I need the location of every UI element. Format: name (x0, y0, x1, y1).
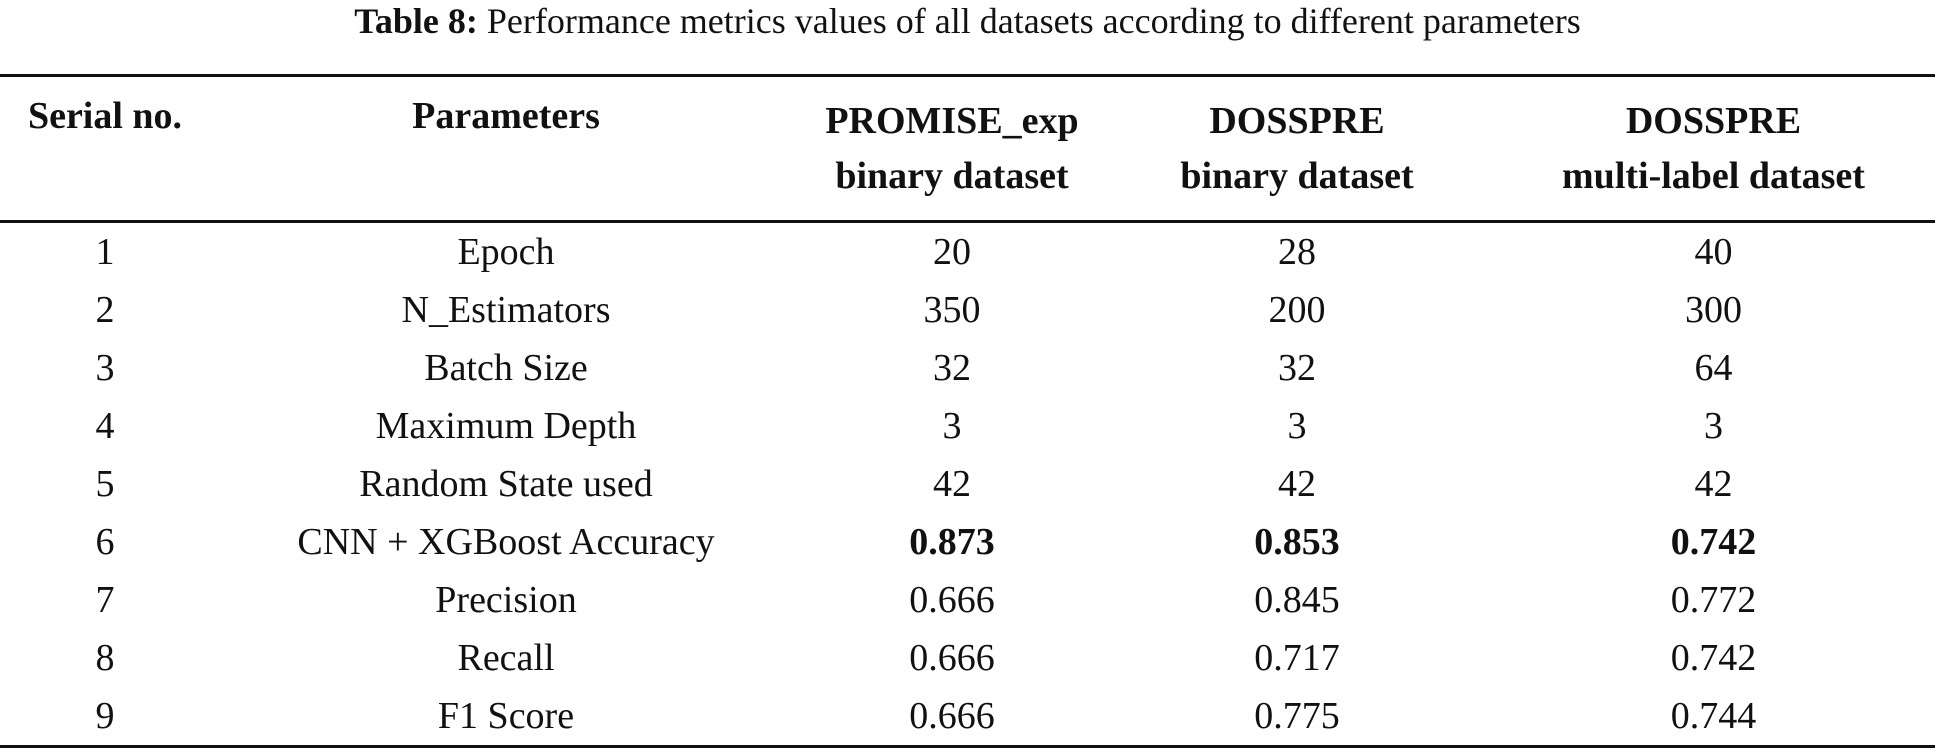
header-dosspre-multi: DOSSPRE multi-label dataset (1492, 76, 1935, 222)
header-dosspre-multi-line1: DOSSPRE (1625, 99, 1802, 142)
table-row: 1 Epoch 20 28 40 (0, 222, 1935, 282)
cell-dosspre-binary: 42 (1278, 463, 1316, 505)
table-row: 8 Recall 0.666 0.717 0.742 (0, 629, 1935, 687)
cell-promise: 0.666 (909, 637, 995, 679)
cell-dosspre-multi: 0.742 (1670, 521, 1757, 563)
header-dosspre-binary-line1: DOSSPRE (1209, 99, 1385, 142)
cell-promise: 32 (933, 347, 971, 389)
header-row: Serial no. Parameters PROMISE_exp binary… (0, 75, 1935, 222)
cell-dosspre-binary: 0.717 (1254, 637, 1340, 679)
cell-serial: 5 (95, 463, 115, 505)
table-row: 3 Batch Size 32 32 64 (0, 339, 1935, 397)
cell-dosspre-multi: 3 (1704, 405, 1723, 447)
cell-serial: 1 (95, 231, 115, 273)
cell-dosspre-binary: 3 (1287, 405, 1307, 447)
table-row: 9 F1 Score 0.666 0.775 0.744 (0, 687, 1935, 747)
table-row: 7 Precision 0.666 0.845 0.772 (0, 571, 1935, 629)
caption-label: Table 8: (354, 1, 478, 41)
header-serial: Serial no. (27, 95, 183, 137)
cell-serial: 6 (95, 521, 115, 563)
cell-parameter: Epoch (457, 231, 555, 273)
cell-serial: 2 (95, 289, 115, 331)
table-row: 4 Maximum Depth 3 3 3 (0, 397, 1935, 455)
cell-serial: 3 (95, 347, 115, 389)
header-promise-line2: binary dataset (835, 154, 1069, 197)
cell-serial: 8 (95, 637, 115, 679)
cell-dosspre-binary: 32 (1278, 347, 1316, 389)
cell-dosspre-binary: 0.853 (1254, 521, 1340, 563)
cell-serial: 4 (95, 405, 115, 447)
cell-dosspre-multi: 42 (1694, 463, 1733, 505)
header-dosspre-multi-line2: multi-label dataset (1562, 154, 1865, 197)
cell-promise: 0.666 (909, 695, 995, 737)
cell-dosspre-multi: 0.744 (1670, 695, 1757, 737)
cell-promise: 20 (933, 231, 971, 273)
header-parameters: Parameters (412, 95, 600, 137)
cell-dosspre-binary: 28 (1278, 231, 1316, 273)
cell-serial: 7 (95, 579, 115, 621)
cell-dosspre-multi: 0.772 (1670, 579, 1757, 621)
cell-promise: 0.873 (909, 521, 995, 563)
cell-promise: 42 (933, 463, 971, 505)
cell-parameter: Batch Size (424, 347, 588, 389)
cell-parameter: Precision (435, 579, 577, 621)
cell-parameter: F1 Score (437, 695, 575, 737)
cell-parameter: N_Estimators (401, 289, 611, 331)
cell-dosspre-binary: 200 (1268, 289, 1326, 331)
header-dosspre-binary-line2: binary dataset (1180, 154, 1414, 197)
table-row-accuracy: 6 CNN + XGBoost Accuracy 0.873 0.853 0.7… (0, 513, 1935, 571)
cell-dosspre-multi: 64 (1694, 347, 1733, 389)
table-row: 2 N_Estimators 350 200 300 (0, 281, 1935, 339)
cell-promise: 3 (942, 405, 962, 447)
cell-parameter: Recall (457, 637, 555, 679)
cell-parameter: Random State used (359, 463, 653, 505)
cell-dosspre-binary: 0.845 (1254, 579, 1340, 621)
cell-promise: 0.666 (909, 579, 995, 621)
table-row: 5 Random State used 42 42 42 (0, 455, 1935, 513)
table-caption: Table 8: Performance metrics values of a… (0, 0, 1935, 44)
header-promise-line1: PROMISE_exp (825, 99, 1079, 142)
cell-dosspre-multi: 300 (1685, 289, 1742, 331)
cell-serial: 9 (95, 695, 115, 737)
cell-dosspre-multi: 40 (1694, 231, 1733, 273)
header-promise-binary: PROMISE_exp binary dataset (802, 76, 1102, 222)
cell-dosspre-multi: 0.742 (1670, 637, 1757, 679)
cell-promise: 350 (923, 289, 981, 331)
caption-text: Performance metrics values of all datase… (486, 1, 1581, 41)
cell-dosspre-binary: 0.775 (1254, 695, 1340, 737)
cell-parameter: CNN + XGBoost Accuracy (297, 521, 715, 563)
cell-parameter: Maximum Depth (375, 405, 637, 447)
header-dosspre-binary: DOSSPRE binary dataset (1102, 76, 1492, 222)
metrics-table: Serial no. Parameters PROMISE_exp binary… (0, 74, 1935, 748)
